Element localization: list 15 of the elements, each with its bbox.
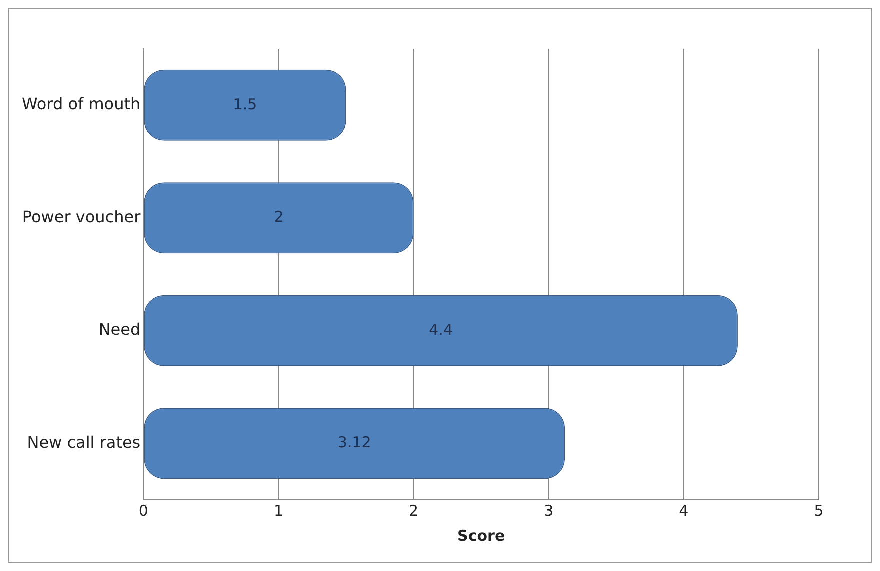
x-tick-label: 5 xyxy=(814,502,824,520)
x-tick-label: 1 xyxy=(274,502,284,520)
x-axis-title: Score xyxy=(458,526,506,545)
data-label: 1.5 xyxy=(233,95,258,114)
y-tick-label: Word of mouth xyxy=(22,94,141,114)
data-label: 2 xyxy=(274,208,284,226)
x-tick-label: 3 xyxy=(544,502,554,520)
y-tick-label: New call rates xyxy=(27,432,141,452)
y-tick-label: Need xyxy=(98,320,141,340)
x-tick-label: 4 xyxy=(679,502,689,520)
data-label: 3.12 xyxy=(338,434,372,452)
x-tick-label: 2 xyxy=(409,502,419,520)
x-tick-label: 0 xyxy=(138,502,148,520)
y-tick-label: Power voucher xyxy=(22,207,142,226)
data-label: 4.4 xyxy=(429,320,453,339)
